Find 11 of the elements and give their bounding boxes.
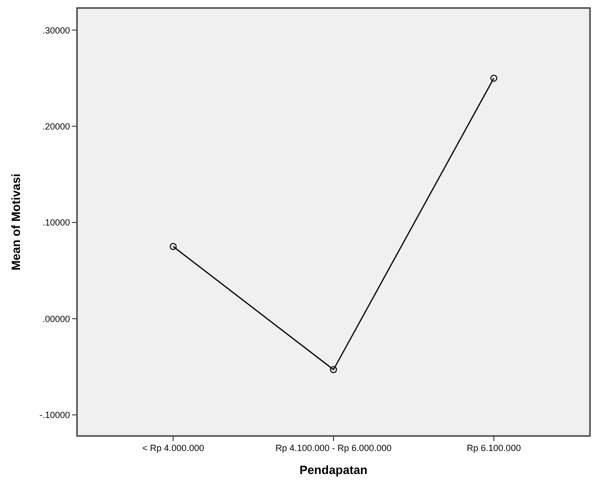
y-tick-label: .30000: [42, 25, 70, 36]
x-tick-label: < Rp 4.000.000: [142, 443, 204, 453]
y-tick-label: .00000: [42, 314, 70, 324]
x-axis-title: Pendapatan: [299, 463, 368, 477]
y-axis-title: Mean of Motivasi: [9, 174, 23, 270]
x-tick-label: Rp 4.100.000 - Rp 6.000.000: [275, 443, 392, 453]
y-tick-label: .10000: [42, 218, 70, 228]
point: [330, 366, 337, 374]
y-tick-label: -.10000: [39, 410, 70, 420]
y-tick-label: .20000: [42, 121, 70, 132]
x-tick-label: Rp 6.100.000: [466, 443, 521, 453]
